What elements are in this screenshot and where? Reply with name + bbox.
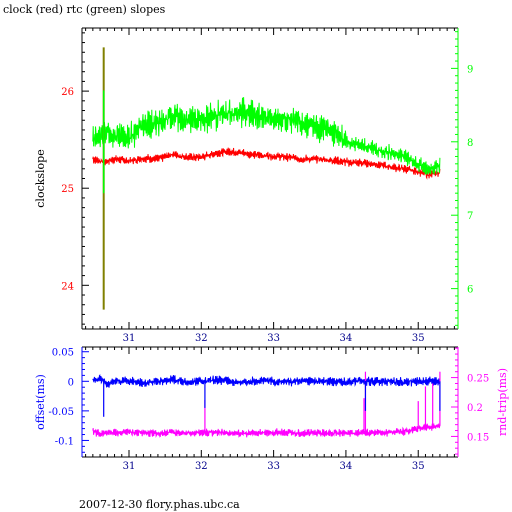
y2-tick-label: 7 [467, 211, 473, 222]
bottom-panel: 31 32 33 34 35 -0.1 -0.05 0 0.05 0.15 0.2 0.25 offse… [34, 346, 509, 472]
y-axis-title: clockslope [34, 149, 47, 207]
y-tick-label: 25 [61, 184, 74, 195]
y2-tick-label: 0.15 [467, 432, 489, 443]
x-tick-label: 31 [123, 333, 136, 344]
x-tick-label: 35 [412, 333, 425, 344]
series-line-clock [92, 147, 441, 180]
x-tick-label: 34 [340, 461, 353, 472]
y2-tick-label: 6 [467, 285, 473, 296]
y2-tick-label: 9 [467, 64, 473, 75]
x-tick-label: 35 [412, 461, 425, 472]
x-tick-label: 32 [195, 333, 208, 344]
x-tick-label: 33 [267, 333, 280, 344]
y-tick-label: -0.05 [48, 407, 74, 418]
x-tick-label: 31 [123, 461, 136, 472]
y-tick-label: -0.1 [55, 436, 74, 447]
x-tick-label: 32 [195, 461, 208, 472]
y2-tick-label: 0.2 [467, 403, 483, 414]
y-tick-label: 0.05 [52, 348, 74, 359]
footer-text: 2007-12-30 flory.phas.ubc.ca [79, 498, 240, 511]
x-tick-label: 33 [267, 461, 280, 472]
chart-title: clock (red) rtc (green) slopes [3, 3, 166, 16]
x-tick-label: 34 [340, 333, 353, 344]
series-line-rnd-trip-ms- [92, 423, 441, 438]
series-line-rtc [92, 97, 441, 175]
y2-axis-title: rnd-trip(ms) [496, 368, 509, 436]
y-axis-title: offset(ms) [34, 374, 47, 430]
y2-tick-label: 0.25 [467, 374, 489, 385]
y2-tick-label: 8 [467, 138, 473, 149]
top-panel: 31 32 33 34 35 24 25 26 6 7 8 9 clockslope [34, 27, 473, 344]
y-tick-label: 0 [68, 377, 74, 388]
y-tick-label: 26 [61, 87, 74, 98]
y-tick-label: 24 [61, 281, 74, 292]
series-line-offset-ms- [92, 374, 441, 388]
